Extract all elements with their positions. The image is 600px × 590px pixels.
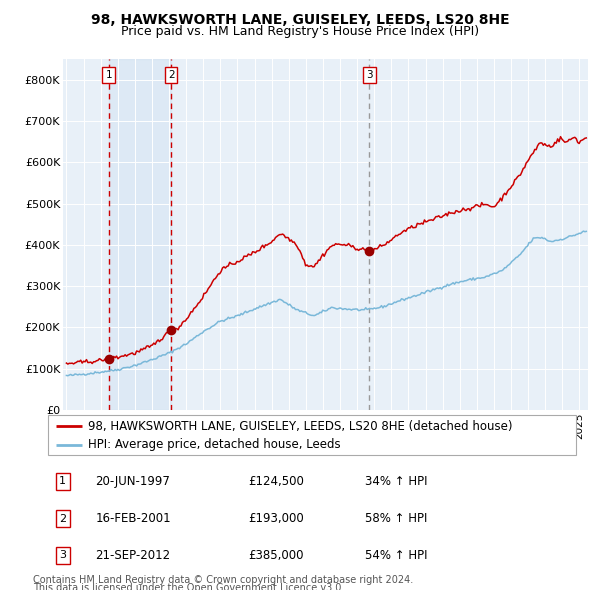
Text: 21-SEP-2012: 21-SEP-2012 xyxy=(95,549,170,562)
Text: 98, HAWKSWORTH LANE, GUISELEY, LEEDS, LS20 8HE: 98, HAWKSWORTH LANE, GUISELEY, LEEDS, LS… xyxy=(91,13,509,27)
Text: HPI: Average price, detached house, Leeds: HPI: Average price, detached house, Leed… xyxy=(88,438,340,451)
Text: 2: 2 xyxy=(59,514,67,523)
Text: 58% ↑ HPI: 58% ↑ HPI xyxy=(365,512,427,525)
Text: Contains HM Land Registry data © Crown copyright and database right 2024.: Contains HM Land Registry data © Crown c… xyxy=(33,575,413,585)
Text: 98, HAWKSWORTH LANE, GUISELEY, LEEDS, LS20 8HE (detached house): 98, HAWKSWORTH LANE, GUISELEY, LEEDS, LS… xyxy=(88,419,512,432)
Text: 16-FEB-2001: 16-FEB-2001 xyxy=(95,512,171,525)
Text: This data is licensed under the Open Government Licence v3.0.: This data is licensed under the Open Gov… xyxy=(33,583,344,590)
Text: 1: 1 xyxy=(59,477,66,486)
Text: 54% ↑ HPI: 54% ↑ HPI xyxy=(365,549,427,562)
Text: £193,000: £193,000 xyxy=(248,512,304,525)
Text: 20-JUN-1997: 20-JUN-1997 xyxy=(95,475,170,488)
Bar xyxy=(109,59,171,410)
Text: 3: 3 xyxy=(366,70,373,80)
Text: £385,000: £385,000 xyxy=(248,549,304,562)
Text: Price paid vs. HM Land Registry's House Price Index (HPI): Price paid vs. HM Land Registry's House … xyxy=(121,25,479,38)
Text: £124,500: £124,500 xyxy=(248,475,305,488)
Text: 2: 2 xyxy=(168,70,175,80)
FancyBboxPatch shape xyxy=(48,415,576,455)
Text: 1: 1 xyxy=(106,70,112,80)
Text: 34% ↑ HPI: 34% ↑ HPI xyxy=(365,475,427,488)
Text: 3: 3 xyxy=(59,550,66,560)
